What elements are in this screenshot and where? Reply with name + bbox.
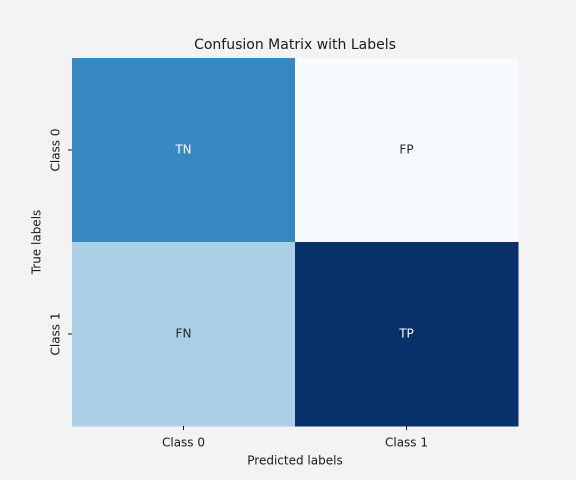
- heatmap-cell: [295, 242, 519, 427]
- y-axis-label: True labels: [30, 210, 44, 276]
- y-tick-label: Class 0: [49, 128, 63, 171]
- chart-title: Confusion Matrix with Labels: [194, 37, 396, 53]
- y-tick-label: Class 1: [49, 312, 63, 355]
- x-tick-label: Class 1: [385, 436, 428, 450]
- cell-label: TP: [398, 327, 414, 341]
- heatmap-cell: [72, 242, 296, 427]
- x-tick-label: Class 0: [162, 436, 205, 450]
- heatmap-cell: [72, 58, 296, 243]
- heatmap-cell: [295, 58, 519, 243]
- cell-label: FP: [399, 143, 413, 157]
- cell-label: FN: [176, 327, 192, 341]
- cell-label: TN: [174, 143, 191, 157]
- x-axis-label: Predicted labels: [247, 454, 342, 468]
